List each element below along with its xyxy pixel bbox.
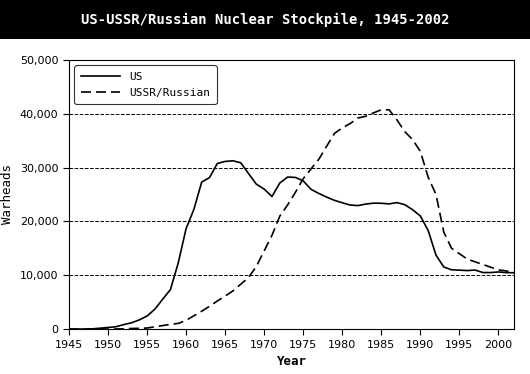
USSR/Russian [402, 129, 408, 134]
X-axis label: Year: Year [277, 355, 306, 368]
USSR/Russian [511, 270, 517, 275]
Text: US-USSR/Russian Nuclear Stockpile, 1945-2002: US-USSR/Russian Nuclear Stockpile, 1945-… [81, 13, 449, 27]
USSR/Russian [175, 321, 181, 326]
US [511, 270, 517, 275]
USSR/Russian [378, 108, 384, 112]
Y-axis label: Warheads: Warheads [1, 165, 14, 224]
US [402, 202, 408, 207]
US [496, 270, 502, 274]
USSR/Russian [496, 268, 502, 272]
US [175, 261, 181, 265]
US [167, 287, 174, 292]
Line: USSR/Russian: USSR/Russian [69, 110, 514, 329]
US [66, 327, 72, 331]
US [229, 159, 236, 163]
US [448, 267, 455, 272]
US [370, 201, 377, 205]
Legend: US, USSR/Russian: US, USSR/Russian [74, 65, 217, 104]
USSR/Russian [448, 246, 455, 251]
Line: US: US [69, 161, 514, 329]
USSR/Russian [66, 327, 72, 331]
USSR/Russian [363, 114, 369, 119]
USSR/Russian [167, 322, 174, 327]
